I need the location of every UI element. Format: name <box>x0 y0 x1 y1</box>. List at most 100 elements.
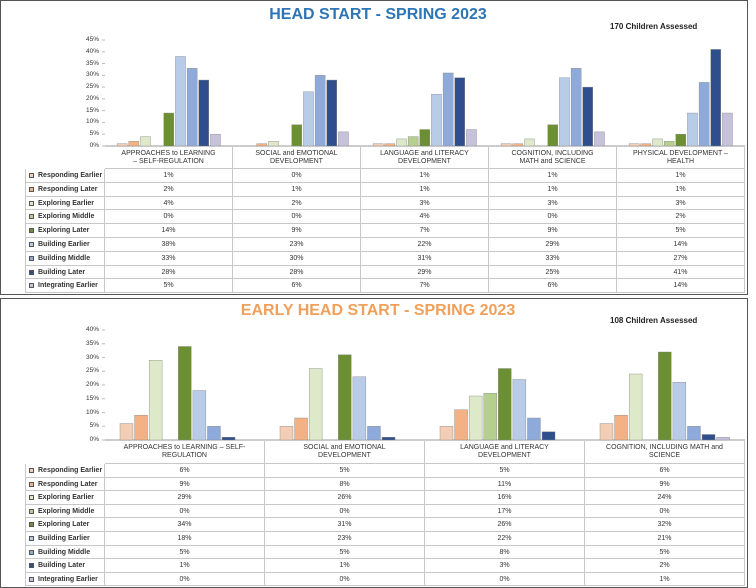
legend-entry: Exploring Middle <box>25 210 105 225</box>
legend-entry: Responding Later <box>25 477 105 492</box>
bar <box>559 77 570 147</box>
y-tick-label: 25% <box>85 83 99 91</box>
table-cell: 0% <box>233 210 361 225</box>
bar <box>466 129 477 147</box>
table-cell: 38% <box>105 238 233 252</box>
table-cell: 34% <box>105 518 265 532</box>
annotation: 108 Children Assessed <box>610 316 698 325</box>
bar <box>570 68 582 147</box>
y-tick-label: 20% <box>85 94 99 102</box>
table-cell: 0% <box>265 572 425 587</box>
legend-entry: Building Middle <box>25 251 105 266</box>
bar <box>308 368 323 441</box>
bar <box>547 124 559 147</box>
table-cell: 29% <box>105 491 265 505</box>
table-cell: 11% <box>425 477 585 492</box>
bar <box>541 431 556 441</box>
table-cell: 22% <box>361 238 489 252</box>
bar <box>221 437 236 441</box>
bar <box>599 423 614 441</box>
legend-swatch <box>29 576 34 582</box>
bar <box>500 143 512 147</box>
table-cell: 29% <box>361 265 489 280</box>
bar <box>314 75 326 147</box>
legend-swatch <box>29 495 34 501</box>
bar <box>512 379 527 441</box>
legend-entry: Responding Earlier <box>25 169 105 183</box>
table-cell: 6% <box>105 464 265 478</box>
legend-swatch <box>29 563 34 569</box>
bar <box>614 415 628 441</box>
table-cell: 22% <box>425 532 585 546</box>
legend-swatch <box>29 173 34 178</box>
y-tick-label: 0% <box>89 142 99 149</box>
y-tick-label: 20% <box>85 381 99 388</box>
table-cell: 1% <box>105 169 233 183</box>
bar <box>256 143 268 147</box>
bar <box>268 141 279 147</box>
table-cell: 5% <box>105 545 265 560</box>
table-cell: 5% <box>105 279 233 294</box>
table-cell: 32% <box>585 518 745 532</box>
y-tick-label: 15% <box>85 106 99 114</box>
legend-swatch <box>29 228 34 234</box>
table-cell: 4% <box>105 196 233 211</box>
bar <box>116 143 128 147</box>
bar <box>675 134 687 147</box>
table-cell: 33% <box>105 251 233 266</box>
legend-swatch <box>29 549 34 555</box>
table-cell: 41% <box>617 265 745 280</box>
table-cell: 31% <box>265 518 425 532</box>
y-tick-label: 15% <box>85 394 99 402</box>
y-tick-label: 10% <box>85 408 99 416</box>
bar <box>716 437 730 441</box>
bar <box>352 376 367 441</box>
legend-entry: Responding Earlier <box>25 464 105 478</box>
table-cell: 26% <box>425 518 585 532</box>
legend-swatch <box>29 269 34 275</box>
bar <box>419 129 431 147</box>
table-cell: 30% <box>233 251 361 266</box>
bar <box>119 423 134 441</box>
bar <box>640 143 652 147</box>
y-tick-label: 10% <box>85 118 99 126</box>
bar <box>498 368 512 441</box>
bar <box>291 124 303 147</box>
table-cell: 1% <box>489 169 617 183</box>
legend-entry: Exploring Middle <box>25 504 105 519</box>
bar <box>396 138 407 147</box>
legend-entry: Building Later <box>25 559 105 573</box>
table-cell: 1% <box>585 572 745 587</box>
annotation: 170 Children Assessed <box>610 22 698 31</box>
category-label: PHYSICAL DEVELOPMENT – HEALTH <box>617 147 745 169</box>
y-tick-label: 45% <box>85 36 99 43</box>
table-cell: 21% <box>585 532 745 546</box>
table-cell: 0% <box>105 572 265 587</box>
legend-swatch <box>29 481 34 487</box>
table-cell: 0% <box>233 169 361 183</box>
bar <box>178 346 192 441</box>
y-tick-label: 5% <box>89 422 99 430</box>
category-label: COGNITION, INCLUDING MATH and SCIENCE <box>585 441 745 464</box>
legend-swatch <box>29 536 34 541</box>
bar <box>672 382 687 441</box>
y-tick-label: 0% <box>89 436 99 443</box>
legend-swatch <box>29 200 34 206</box>
table-cell: 1% <box>361 169 489 183</box>
table-cell: 6% <box>585 464 745 478</box>
legend-entry: Responding Later <box>25 182 105 197</box>
legend-entry: Building Earlier <box>25 238 105 252</box>
y-tick-label: 30% <box>85 353 99 361</box>
y-tick-label: 35% <box>85 59 99 67</box>
legend-entry: Building Earlier <box>25 532 105 546</box>
bar <box>338 354 352 441</box>
table-cell: 3% <box>617 196 745 211</box>
table-cell: 2% <box>233 196 361 211</box>
bar <box>381 437 396 441</box>
bar <box>454 77 466 147</box>
bar <box>372 143 384 147</box>
table-cell: 5% <box>425 464 585 478</box>
table-cell: 3% <box>489 196 617 211</box>
bar <box>367 426 381 441</box>
